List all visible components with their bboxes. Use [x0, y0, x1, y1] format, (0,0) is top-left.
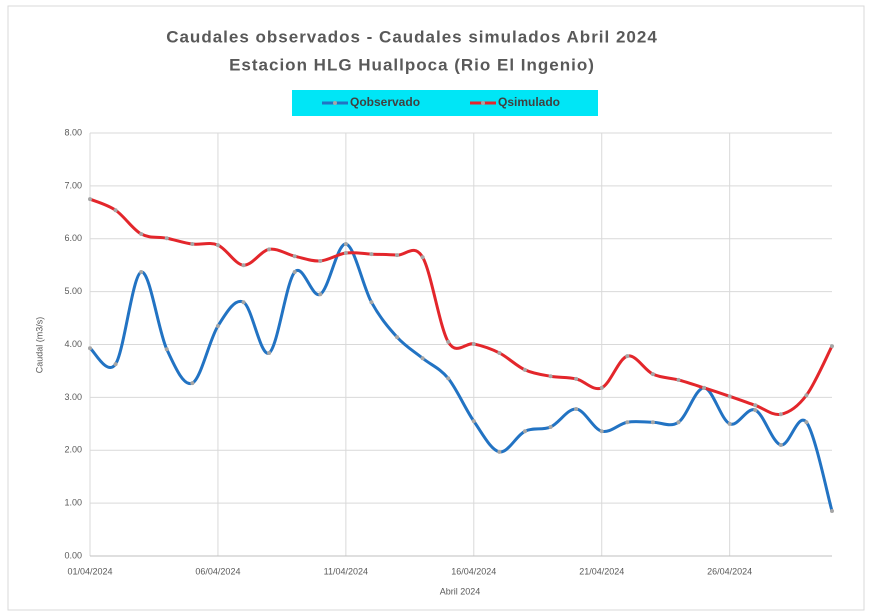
point-marker [420, 255, 425, 260]
x-tick-label: 06/04/2024 [195, 566, 240, 576]
point-marker [113, 208, 118, 213]
point-marker [599, 429, 604, 434]
point-marker [343, 251, 348, 256]
point-marker [446, 376, 451, 381]
point-marker [215, 243, 220, 248]
y-tick-label: 7.00 [64, 180, 82, 190]
x-tick-label: 01/04/2024 [67, 566, 112, 576]
point-marker [548, 424, 553, 429]
point-marker [88, 197, 92, 202]
point-marker [727, 394, 732, 399]
point-marker [471, 341, 476, 346]
point-marker [88, 346, 92, 351]
point-marker [241, 263, 246, 268]
point-marker [267, 350, 272, 355]
point-marker [241, 300, 246, 305]
point-marker [830, 509, 834, 514]
point-marker [753, 403, 758, 408]
y-tick-label: 2.00 [64, 445, 82, 455]
point-marker [778, 442, 783, 447]
point-marker [497, 350, 502, 355]
point-marker [676, 420, 681, 425]
y-tick-label: 4.00 [64, 339, 82, 349]
legend-label: Qobservado [350, 95, 420, 109]
point-marker [804, 393, 809, 398]
point-marker [420, 356, 425, 361]
point-marker [318, 292, 323, 297]
point-marker [446, 339, 451, 344]
legend-marker [333, 101, 337, 105]
y-axis-title: Caudal (m3/s) [34, 317, 44, 374]
point-marker [625, 354, 630, 359]
legend-label: Qsimulado [498, 95, 560, 109]
point-marker [676, 377, 681, 382]
point-marker [471, 419, 476, 424]
point-marker [574, 407, 579, 412]
point-marker [343, 242, 348, 247]
y-tick-label: 6.00 [64, 233, 82, 243]
x-tick-label: 26/04/2024 [707, 566, 752, 576]
chart-subtitle: Estacion HLG Huallpoca (Rio El Ingenio) [229, 55, 595, 74]
point-marker [599, 385, 604, 390]
point-marker [522, 367, 527, 372]
chart-title: Caudales observados - Caudales simulados… [166, 27, 658, 46]
point-marker [650, 420, 655, 425]
point-marker [727, 421, 732, 426]
y-tick-label: 5.00 [64, 286, 82, 296]
point-marker [778, 412, 783, 417]
point-marker [548, 374, 553, 379]
y-tick-label: 0.00 [64, 550, 82, 560]
point-marker [369, 252, 374, 257]
point-marker [574, 376, 579, 381]
point-marker [395, 335, 400, 340]
point-marker [139, 270, 144, 275]
point-marker [164, 236, 169, 241]
point-marker [497, 449, 502, 454]
point-marker [650, 372, 655, 377]
point-marker [190, 242, 195, 247]
x-tick-label: 21/04/2024 [579, 566, 624, 576]
x-tick-label: 11/04/2024 [324, 566, 368, 576]
point-marker [113, 362, 118, 367]
point-marker [625, 420, 630, 425]
point-marker [395, 253, 400, 258]
x-tick-label: 16/04/2024 [451, 566, 496, 576]
point-marker [292, 270, 297, 275]
point-marker [318, 258, 323, 263]
point-marker [369, 300, 374, 305]
point-marker [215, 323, 220, 328]
y-tick-label: 8.00 [64, 127, 82, 137]
point-marker [139, 231, 144, 236]
legend-marker [481, 101, 485, 105]
point-marker [522, 429, 527, 434]
point-marker [804, 420, 809, 425]
y-tick-label: 3.00 [64, 392, 82, 402]
point-marker [702, 385, 707, 390]
point-marker [190, 381, 195, 386]
point-marker [292, 254, 297, 259]
point-marker [753, 408, 758, 413]
x-axis-title: Abril 2024 [440, 586, 481, 596]
y-tick-label: 1.00 [64, 498, 82, 508]
point-marker [830, 344, 834, 349]
point-marker [267, 247, 272, 252]
point-marker [164, 347, 169, 352]
